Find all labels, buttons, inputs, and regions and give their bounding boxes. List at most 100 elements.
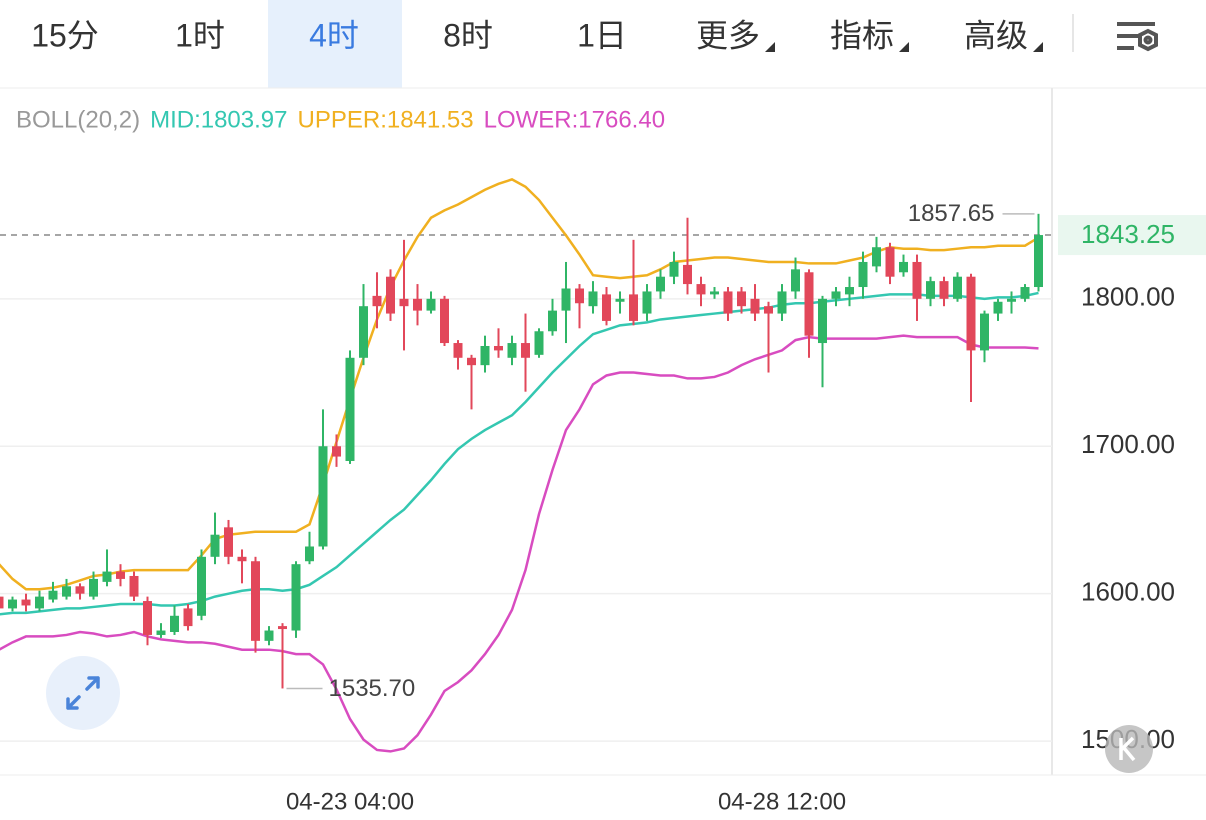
candle-body [35,596,44,609]
candle-body [899,261,908,273]
candle-body [278,626,287,630]
candle-body [548,310,557,332]
annotation: 1535.70 [329,675,416,702]
candle-body [318,446,328,547]
candle-body [251,561,260,641]
candle-body [939,281,949,299]
candle-body [440,298,449,344]
candle-body [494,345,503,351]
candle-body [588,291,598,307]
tab-bar: 15分 1时 4时 8时 1日 更多 指标 高级 [31,0,1028,88]
candle-body [534,331,544,355]
candle-body [170,615,179,632]
candle-body [75,586,85,594]
candle-body [413,298,422,311]
candle-body [1034,235,1043,288]
last-price-tag [1058,215,1206,256]
expand-button[interactable] [46,656,120,730]
candle-body [966,276,976,351]
boll-line [0,178,1040,591]
candle-body [183,608,193,627]
candle-body [521,343,530,358]
candle-body [791,269,800,292]
candle-body [89,578,98,597]
tab[interactable]: 1日 [577,17,627,53]
tab[interactable]: 4时 [309,17,359,53]
tab[interactable]: 高级 [964,17,1028,53]
candle-body [156,630,166,635]
candle-body [602,294,611,321]
candle-body [21,599,31,606]
indicator-name: BOLL(20,2) [16,106,140,133]
candle-body [399,298,409,307]
legend-item: UPPER:1841.53 [298,106,474,133]
candle-body [62,586,71,597]
candle-body [980,313,989,351]
candle-body [197,556,206,616]
boll-line [0,334,1039,753]
candle-body [750,298,760,314]
settings-icon[interactable] [1117,22,1158,52]
candle-body [575,288,584,304]
candle-body [1020,287,1030,299]
annotation: 1857.65 [908,200,995,227]
candle-body [912,261,922,299]
candle-body [359,306,368,358]
legend-item: MID:1803.97 [150,106,287,133]
boll-line [0,291,1039,616]
candle-body [467,357,476,366]
candle-body [872,247,881,267]
candle-body [993,301,1003,314]
candle-body [737,291,746,307]
active-tab-bg [268,0,402,88]
candle-body [507,343,517,358]
candle-body [264,630,274,641]
grid [0,298,1052,742]
x-tick-label: 04-23 04:00 [286,788,414,815]
candle-body [696,284,706,295]
candle-body [116,571,125,579]
candle-body [237,556,247,562]
candle-body [818,298,827,344]
tab[interactable]: 指标 [830,17,894,53]
tab[interactable]: 15分 [31,17,99,53]
legend-item: LOWER:1766.40 [484,106,665,133]
candle-body [372,295,382,307]
candle-body [777,291,787,314]
candle-body [8,599,17,609]
candle-body [102,571,112,582]
x-tick-label: 04-28 12:00 [718,788,846,815]
candle-body [345,357,355,461]
candle-body [831,291,841,299]
candle-body [332,446,341,457]
candle-body [804,272,814,336]
tab[interactable]: 1时 [175,17,225,53]
candle-body [845,287,854,295]
dropdown-arrows [765,42,1043,52]
candle-body [129,575,139,597]
y-tick-label: 1800.00 [1081,282,1175,312]
plot-area [0,178,1052,753]
y-tick-label: 1600.00 [1081,577,1175,607]
candle-body [764,306,773,314]
candle-body [885,247,895,277]
candle-body [629,294,638,321]
watermark [1105,725,1153,773]
candle-body [224,527,233,557]
last-price-label: 1843.25 [1081,219,1175,249]
candle-body [953,276,962,299]
candle-body [642,291,652,314]
candle-body [305,546,314,562]
candle-body [210,534,220,557]
candle-body [683,264,692,285]
candle-body [858,261,868,288]
tab[interactable]: 更多 [696,17,760,53]
tab[interactable]: 8时 [443,17,493,53]
candle-body [615,298,625,302]
candle-body [561,288,571,311]
candle-body [453,343,463,358]
candle-body [426,298,436,311]
y-tick-label: 1700.00 [1081,429,1175,459]
